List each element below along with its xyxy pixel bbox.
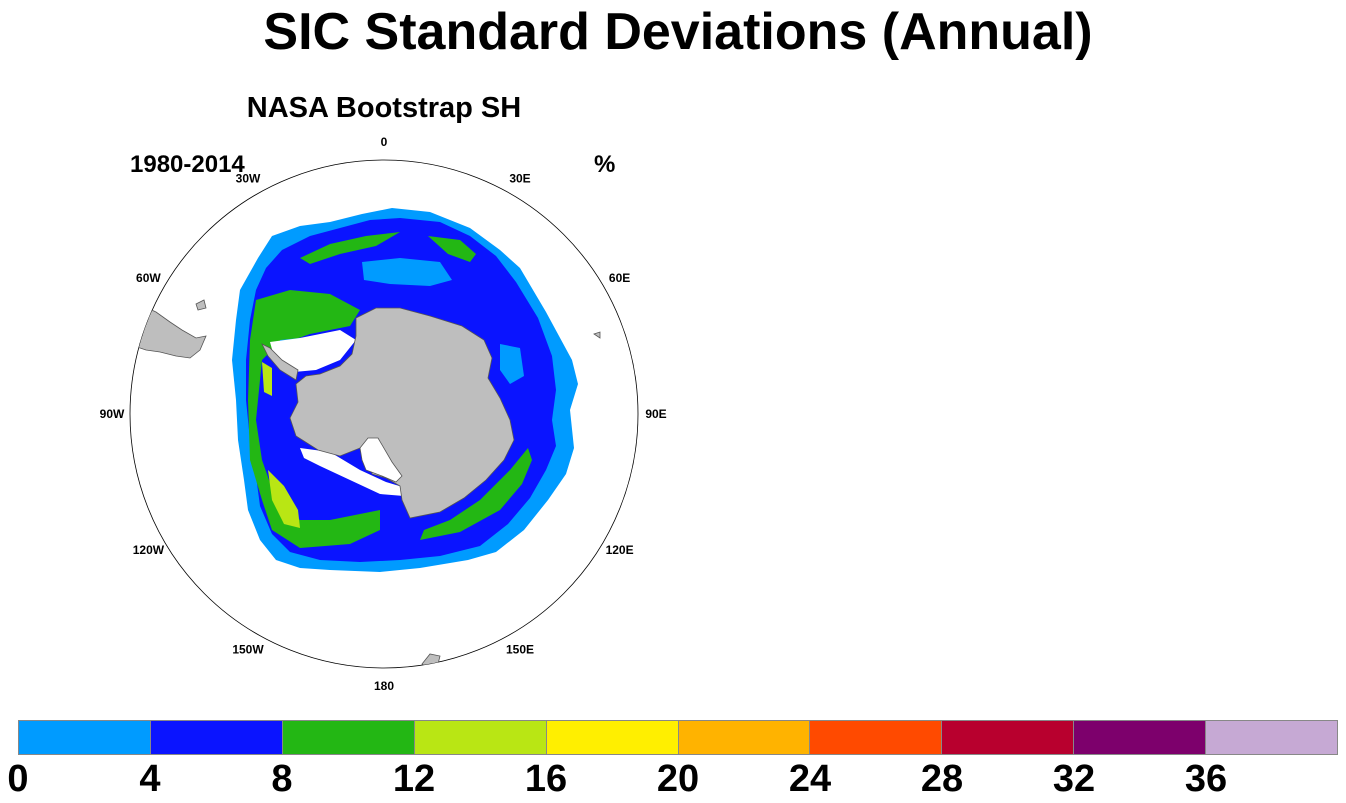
longitude-label: 150W: [232, 643, 264, 657]
figure-title: SIC Standard Deviations (Annual): [263, 3, 1093, 61]
longitude-labels: 0 30E 60E 90E 120E 150E 180 150W 120W 90W 60W 30W: [100, 135, 667, 693]
units-label: %: [594, 151, 616, 178]
sea-ice-field: [130, 208, 601, 668]
colorbar-box: [677, 721, 810, 754]
sic-band-8-12: [300, 232, 400, 264]
sic-band-12-16: [268, 470, 300, 528]
colorbar-box: [545, 721, 678, 754]
colorbar-tick-label: 16: [524, 758, 568, 800]
longitude-label: 90W: [100, 407, 125, 421]
falkland-islands: [195, 299, 207, 311]
colorbar-box: [281, 721, 414, 754]
colorbar-box: [809, 721, 942, 754]
sic-band-12-16: [262, 362, 272, 396]
colorbar-box: [1073, 721, 1206, 754]
polar-map: 0 30E 60E 90E 120E 150E 180 150W 120W 90W 60W 30W: [100, 135, 667, 693]
sic-band-8-12: [248, 290, 380, 548]
longitude-label: 30W: [236, 171, 261, 185]
longitude-label: 150E: [506, 643, 534, 657]
colorbar-tick-label: 20: [656, 758, 700, 800]
antarctica-landmass: [289, 307, 515, 519]
antarctic-peninsula: [261, 343, 299, 381]
colorbar-tick-label: 4: [139, 758, 161, 800]
colorbar-box: [19, 721, 150, 754]
sic-band-8-12: [428, 236, 476, 262]
colorbar-box: [1205, 721, 1338, 754]
colorbar-box: [941, 721, 1074, 754]
longitude-label: 60E: [609, 271, 630, 285]
coastal-gap: [300, 448, 406, 496]
colorbar-tick-label: 36: [1184, 758, 1228, 800]
longitude-label: 60W: [136, 271, 161, 285]
longitude-label: 120W: [133, 543, 165, 557]
period-label: 1980-2014: [130, 151, 245, 178]
sic-band-8-12: [420, 448, 532, 540]
colorbar-box: [413, 721, 546, 754]
longitude-label: 30E: [509, 171, 530, 185]
sic-band-0-4: [500, 344, 524, 384]
longitude-label: 180: [374, 679, 394, 693]
colorbar: [18, 720, 1338, 755]
colorbar-tick-label: 0: [7, 758, 29, 800]
colorbar-box: [149, 721, 282, 754]
colorbar-tick-label: 32: [1052, 758, 1096, 800]
sic-band-0-4: [362, 258, 452, 286]
coastal-gap: [270, 330, 356, 372]
longitude-label: 120E: [606, 543, 634, 557]
colorbar-labels: 0 4 8 12 16 20 24 28 32 36: [0, 756, 1346, 803]
kerguelen-island: [593, 331, 601, 339]
panel-title: NASA Bootstrap SH: [246, 92, 522, 124]
ross-ice-shelf: [359, 437, 403, 483]
colorbar-tick-label: 8: [271, 758, 293, 800]
colorbar-tick-label: 28: [920, 758, 964, 800]
colorbar-tick-label: 24: [788, 758, 832, 800]
longitude-label: 90E: [645, 407, 666, 421]
colorbar-tick-label: 12: [392, 758, 436, 800]
longitude-label: 0: [381, 135, 388, 149]
